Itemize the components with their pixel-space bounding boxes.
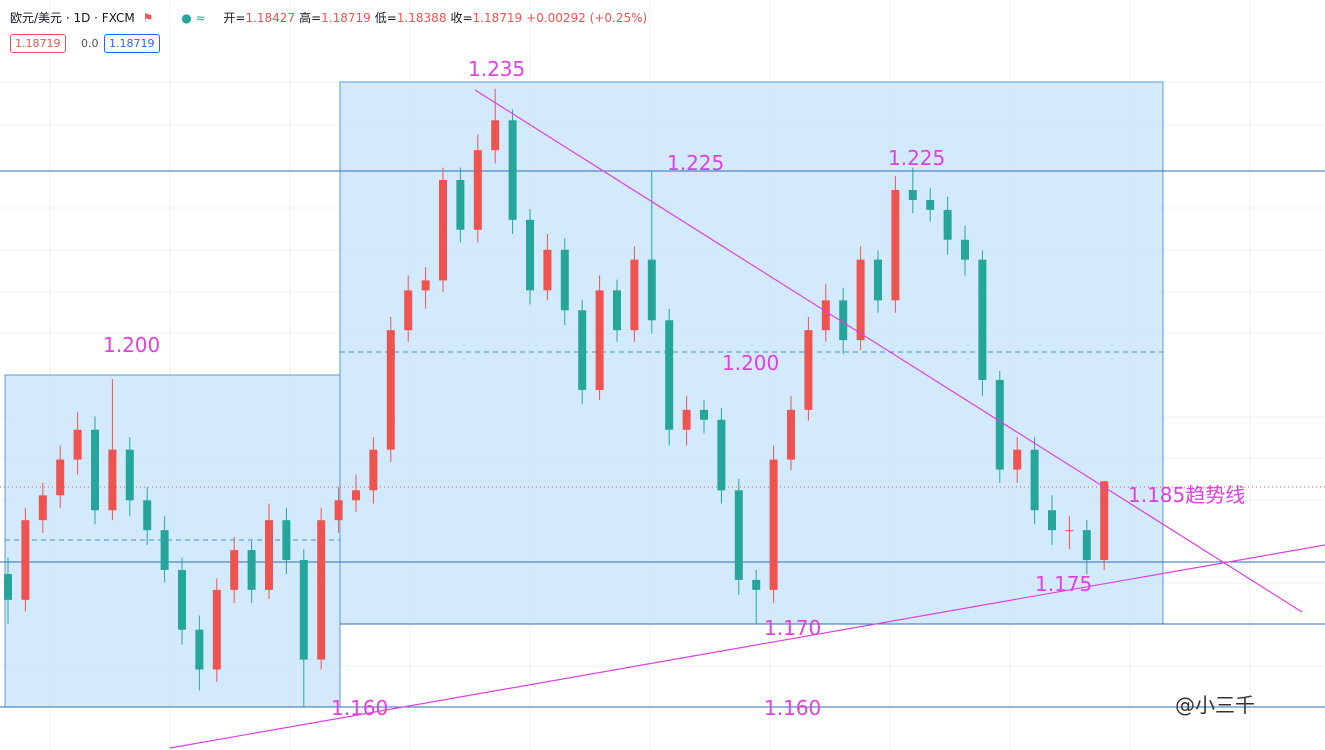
ask-box: 1.18719 — [104, 34, 160, 53]
annotation: 1.200 — [103, 333, 160, 357]
candle-body — [647, 259, 656, 321]
candle-body — [125, 449, 134, 501]
candle-body — [943, 209, 952, 240]
candle-body — [578, 310, 587, 390]
candle-body — [508, 120, 517, 220]
candle-body — [613, 290, 621, 331]
annotation: 1.175 — [1035, 572, 1092, 596]
candle-body — [473, 150, 482, 230]
quote-key: 高= — [299, 11, 322, 25]
quote: 开=1.18427 高=1.18719 低=1.18388 收=1.18719 +0.0… — [223, 11, 651, 25]
candle-body — [908, 189, 917, 200]
candle-body — [56, 459, 65, 496]
candle-body — [143, 500, 152, 531]
candle-body — [178, 569, 186, 630]
quote-value: 1.18719 — [321, 11, 371, 25]
header: 欧元/美元 · 1D · FXCM ⚑ ● ≈ 开=1.18427 高=1.187… — [10, 9, 655, 26]
candle-body — [891, 189, 900, 301]
annotation: 1.160 — [331, 696, 388, 720]
candle-body — [247, 550, 256, 590]
candle-body — [282, 520, 291, 561]
candle-body — [352, 490, 360, 501]
candle-body — [630, 259, 639, 331]
quote-change: +0.00292 (+0.25%) — [526, 11, 648, 25]
watermark: @小三千 — [1175, 693, 1255, 717]
bid-box: 1.18719 — [10, 34, 66, 53]
candle-body — [769, 459, 778, 590]
quote-value: 1.18719 — [472, 11, 523, 25]
trend-lines — [169, 89, 1325, 749]
candle-body — [38, 495, 47, 521]
quote-key: 开= — [223, 11, 246, 25]
candle-body — [4, 574, 12, 600]
candle-body — [195, 629, 204, 670]
candle-body — [299, 560, 308, 660]
candle-body — [961, 239, 969, 260]
quote-key: 收= — [450, 11, 473, 25]
candle-body — [856, 259, 865, 341]
candle-body — [456, 180, 465, 230]
candle-body — [734, 490, 743, 580]
candle-body — [700, 409, 708, 420]
candle-body — [543, 249, 552, 291]
candle-body — [369, 449, 378, 491]
candle-body — [1048, 510, 1056, 531]
quote-value: 1.18388 — [396, 11, 447, 25]
candle-body — [1065, 530, 1074, 532]
annotation: 1.185趋势线 — [1128, 483, 1245, 507]
candle-body — [21, 520, 30, 600]
candle-body — [334, 500, 343, 521]
annotation: 1.170 — [764, 616, 821, 640]
candle-body — [1013, 449, 1022, 470]
candle-body — [108, 449, 117, 511]
candle-body — [839, 300, 848, 341]
candle-body — [1030, 449, 1039, 511]
candle-body — [73, 429, 82, 460]
quote-value: 1.18427 — [245, 11, 296, 25]
candles — [4, 88, 1109, 707]
annotations: 1.235 1.225 1.225 1.200 1.200 1.185趋势线 1.175 1.… — [103, 57, 1245, 720]
candle-body — [439, 180, 447, 281]
candle-body — [665, 320, 674, 430]
flag: ⚑ — [142, 11, 154, 25]
candle-body — [421, 280, 430, 291]
annotation: 1.225 — [667, 151, 724, 175]
candle-body — [804, 330, 813, 410]
status: ● ≈ — [181, 11, 206, 25]
candle-body — [717, 419, 726, 491]
candle-body — [265, 520, 273, 590]
candle-body — [91, 429, 99, 511]
candle-body — [560, 249, 569, 311]
candle-body — [978, 259, 987, 380]
symbol: 欧元/美元 · 1D · FXCM — [10, 11, 135, 25]
candle-body — [821, 300, 830, 331]
candle-body — [491, 120, 500, 151]
candle-body — [926, 199, 935, 210]
candle-body — [752, 579, 761, 590]
candle-body — [317, 520, 326, 660]
candle-body — [160, 530, 169, 570]
quote-key: 低= — [374, 11, 397, 25]
candle-body — [386, 330, 395, 450]
candle-body — [212, 589, 221, 670]
annotation: 1.160 — [764, 696, 821, 720]
candle-body — [230, 550, 239, 590]
candle-body — [874, 259, 882, 301]
candle-body — [404, 290, 413, 331]
candle-body — [682, 409, 691, 430]
spread: 0.0 — [76, 34, 104, 53]
candle-body — [995, 379, 1004, 470]
candle-body — [787, 409, 795, 460]
annotation: 1.200 — [722, 351, 779, 375]
candle-body — [526, 219, 534, 291]
candle-body — [1100, 481, 1109, 561]
candle-body — [1082, 530, 1091, 561]
candle-body — [595, 290, 604, 390]
annotation: 1.235 — [468, 57, 525, 81]
annotation: 1.225 — [888, 146, 945, 170]
